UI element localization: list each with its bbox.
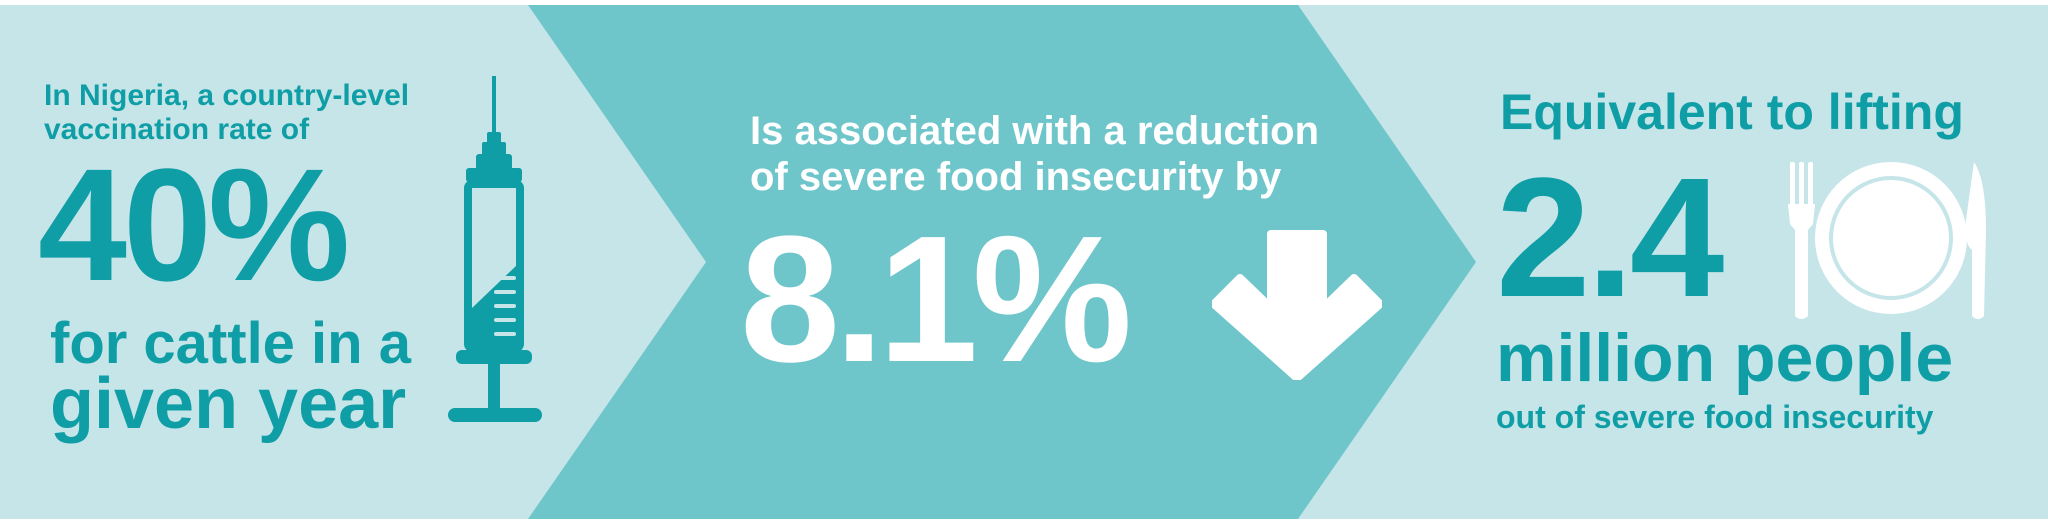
people-lifted-stat: 2.4 bbox=[1496, 143, 1724, 333]
vaccination-intro-line1: In Nigeria, a country-level bbox=[44, 79, 410, 112]
people-lifted-unit: million people bbox=[1496, 320, 1954, 396]
people-lifted-caption: out of severe food insecurity bbox=[1496, 399, 1934, 435]
vaccination-subject-line1: for cattle in a bbox=[50, 311, 411, 376]
vaccination-intro-line2: vaccination rate of bbox=[44, 113, 310, 146]
reduction-text-line1: Is associated with a reduction bbox=[750, 109, 1320, 153]
plate-fork-knife-icon bbox=[1788, 162, 1986, 319]
arrow-down-icon bbox=[1212, 230, 1382, 380]
food-insecurity-reduction-stat: 8.1% bbox=[740, 199, 1132, 400]
equivalent-text-line1: Equivalent to lifting bbox=[1500, 84, 1964, 140]
syringe-icon bbox=[448, 76, 542, 422]
reduction-text-line2: of severe food insecurity by bbox=[750, 155, 1282, 199]
vaccination-subject-line2: given year bbox=[50, 364, 407, 444]
vaccination-rate-stat: 40% bbox=[38, 135, 350, 314]
